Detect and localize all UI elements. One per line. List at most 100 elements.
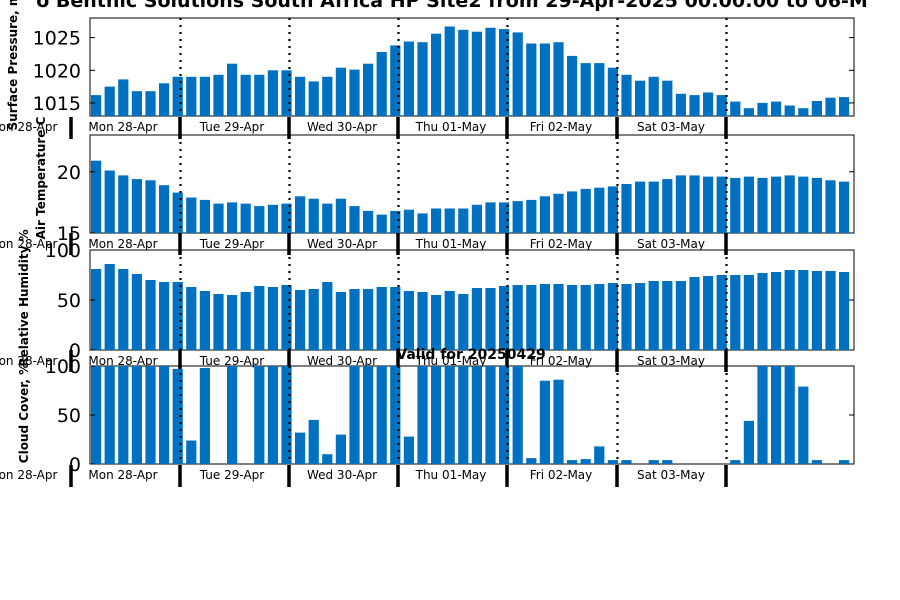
x-tick-label: Tue 29-Apr: [199, 237, 264, 251]
x-tick-label: Thu 01-May: [415, 237, 487, 251]
bar: [308, 289, 319, 350]
bar: [539, 380, 550, 464]
bar: [594, 187, 605, 233]
bar: [771, 272, 782, 350]
bar: [839, 272, 850, 350]
bar: [431, 33, 442, 117]
bar: [431, 295, 442, 350]
bar: [635, 283, 646, 350]
bar: [784, 366, 795, 464]
bar: [335, 292, 346, 350]
y-tick-label: 100: [45, 240, 81, 262]
bar: [363, 366, 374, 464]
bar: [635, 181, 646, 233]
bar: [403, 436, 414, 464]
bar: [730, 275, 741, 350]
bar: [104, 170, 115, 233]
bar: [91, 160, 102, 233]
bar: [295, 432, 306, 464]
y-tick-label: 100: [45, 356, 81, 378]
bar: [703, 92, 714, 116]
bar: [91, 269, 102, 350]
bar: [349, 206, 360, 233]
bar: [254, 206, 265, 233]
bar: [131, 91, 142, 116]
bar: [145, 180, 156, 233]
bar: [567, 55, 578, 116]
bar: [607, 460, 618, 464]
y-tick-label: 1015: [33, 93, 81, 115]
bar: [199, 76, 210, 116]
bar: [567, 460, 578, 464]
bar: [322, 454, 333, 464]
bar: [675, 175, 686, 233]
bar: [417, 366, 428, 464]
bar: [390, 366, 401, 464]
bar: [567, 191, 578, 233]
bar: [539, 196, 550, 234]
bar: [199, 199, 210, 233]
bar: [431, 366, 442, 464]
bar: [186, 76, 197, 116]
bar: [281, 203, 292, 233]
x-tick-label: Tue 29-Apr: [199, 120, 264, 134]
x-tick-label: Thu 01-May: [415, 120, 487, 134]
x-tick-label: on 28-Apr: [0, 237, 57, 251]
bar: [431, 208, 442, 233]
bar: [811, 101, 822, 116]
bar: [308, 81, 319, 116]
bar: [254, 286, 265, 350]
bar: [159, 282, 170, 350]
bar: [458, 294, 469, 350]
bar: [186, 287, 197, 350]
bar: [743, 275, 754, 350]
bar: [730, 101, 741, 116]
x-tick-label: Fri 02-May: [530, 468, 593, 482]
bar: [172, 76, 183, 116]
bar: [825, 271, 836, 350]
bar: [839, 181, 850, 233]
bar: [159, 83, 170, 116]
bar: [118, 366, 129, 464]
bar: [662, 80, 673, 116]
x-tick-label: Fri 02-May: [530, 237, 593, 251]
bar: [267, 70, 278, 116]
bar: [662, 281, 673, 350]
bar: [553, 284, 564, 350]
bar: [322, 282, 333, 350]
x-tick-label: Mon 28-Apr: [88, 354, 157, 368]
bar: [471, 288, 482, 350]
bar: [458, 29, 469, 116]
bar: [689, 95, 700, 116]
bar: [662, 460, 673, 464]
bar: [648, 281, 659, 350]
x-tick-label: Thu 01-May: [415, 354, 487, 368]
bar: [267, 204, 278, 233]
bar: [254, 366, 265, 464]
bar: [403, 291, 414, 350]
x-tick-label: Wed 30-Apr: [307, 468, 377, 482]
bar: [172, 282, 183, 350]
bar: [281, 366, 292, 464]
bar: [689, 175, 700, 233]
bar: [526, 199, 537, 233]
bar: [471, 31, 482, 117]
bar: [131, 274, 142, 350]
bar: [798, 176, 809, 233]
x-tick-label: on 28-Apr: [0, 120, 57, 134]
bar: [648, 76, 659, 116]
chart-title: o Benthic Solutions South Africa HP Site…: [36, 0, 868, 12]
bar: [281, 285, 292, 350]
bar: [186, 197, 197, 233]
bar: [526, 285, 537, 350]
bar: [444, 366, 455, 464]
bar: [580, 188, 591, 233]
bar: [390, 45, 401, 116]
bar: [295, 196, 306, 234]
bar: [757, 102, 768, 116]
y-axis-label: Relative Humidity %: [17, 229, 31, 366]
bar: [703, 276, 714, 350]
bar: [104, 264, 115, 350]
bar: [458, 208, 469, 233]
bar: [390, 287, 401, 350]
